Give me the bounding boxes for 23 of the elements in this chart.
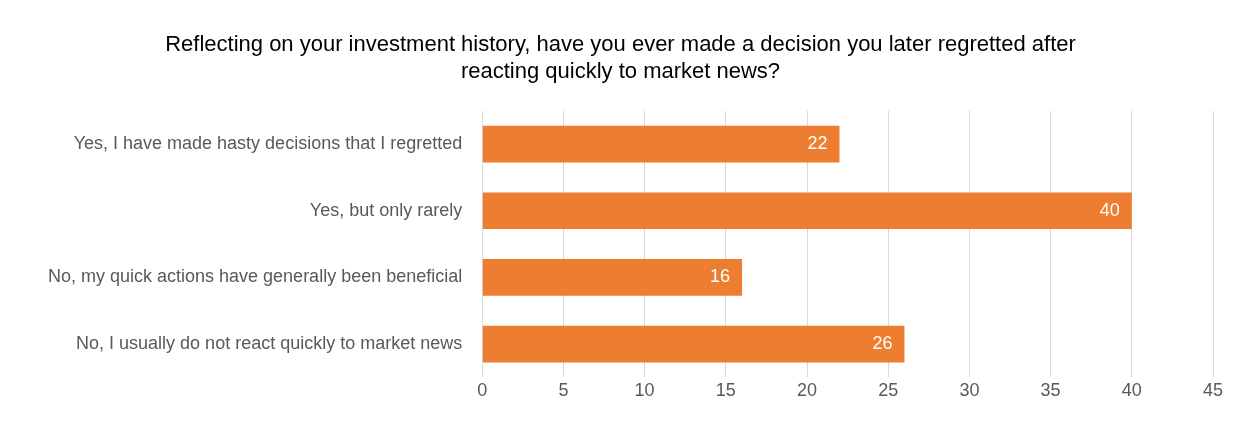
x-tick-label: 45 (1202, 380, 1224, 401)
data-label: 40 (1099, 199, 1120, 220)
chart-title: Reflecting on your investment history, have you ever made a decision you later regretted after reacting quickly to market news? (165, 31, 1076, 83)
x-tick-label: 20 (797, 380, 818, 401)
x-tick-label: 5 (558, 380, 569, 401)
x-tick-label: 40 (1121, 380, 1142, 401)
x-tick-label: 30 (959, 380, 980, 401)
y-tick-label: Yes, but only rarely (309, 199, 463, 220)
bar (482, 125, 840, 163)
x-tick-label: 25 (878, 380, 899, 401)
y-tick-label: No, my quick actions have generally been beneficial (47, 266, 463, 287)
y-tick-label: Yes, I have made hasty decisions that I regretted (73, 133, 463, 154)
data-label: 26 (872, 333, 893, 354)
x-tick-label: 10 (634, 380, 655, 401)
y-tick-label: No, I usually do not react quickly to market news (76, 333, 463, 354)
x-tick-label: 15 (715, 380, 736, 401)
bar (482, 192, 1132, 230)
bar (482, 325, 905, 363)
x-tick-label: 0 (477, 380, 488, 401)
data-label: 16 (710, 266, 731, 287)
x-tick-label: 35 (1040, 380, 1061, 401)
bar (482, 259, 743, 296)
data-label: 22 (807, 133, 828, 154)
